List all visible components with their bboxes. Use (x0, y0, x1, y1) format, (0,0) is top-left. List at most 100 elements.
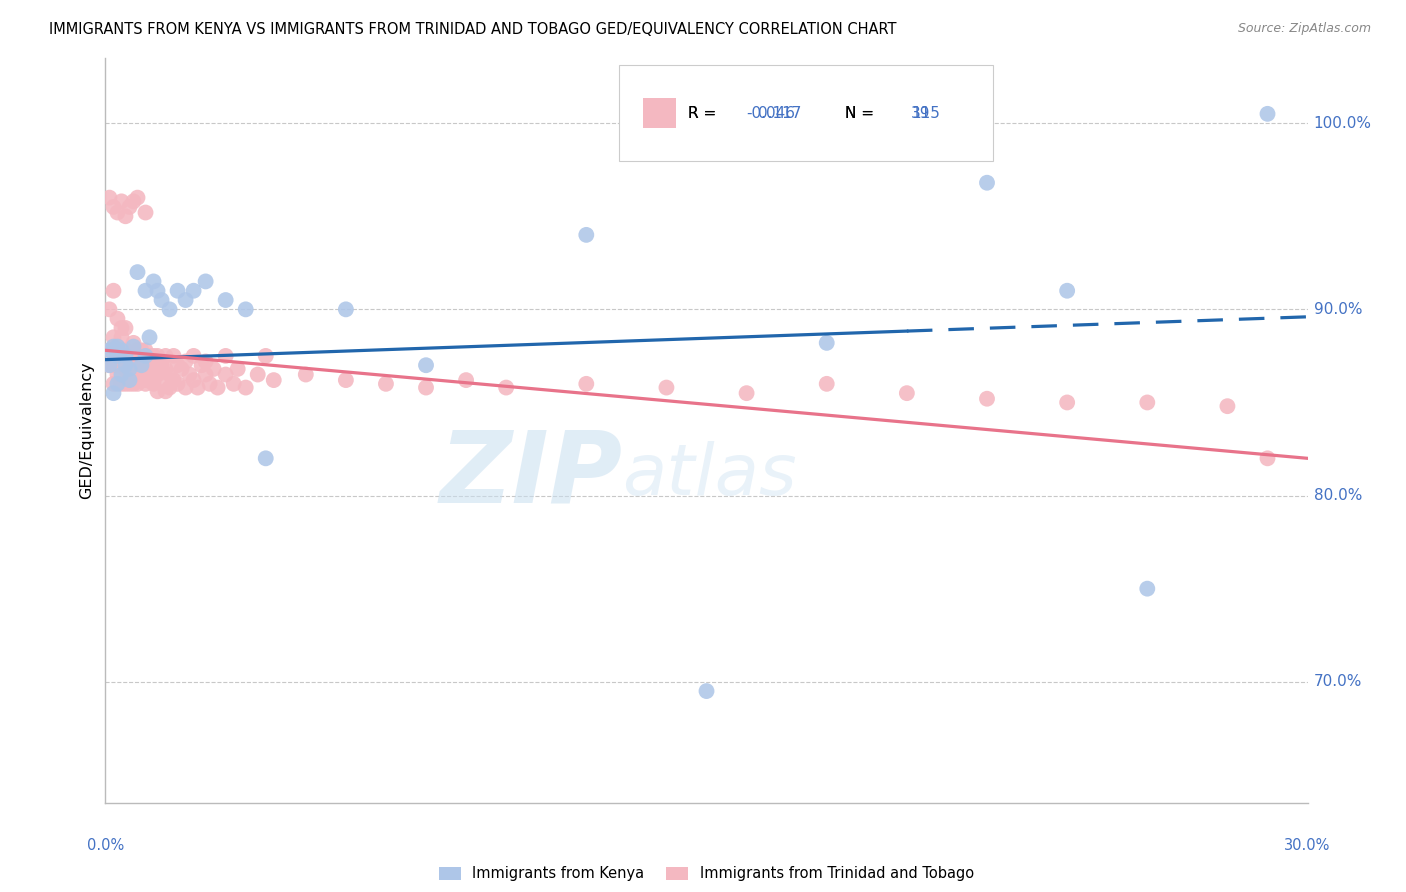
Point (135, 343, 157, 358)
Point (415, 380, 437, 394)
Point (815, 376, 838, 391)
Point (122, 194, 145, 209)
Point (146, 358, 169, 372)
Text: Source: ZipAtlas.com: Source: ZipAtlas.com (1237, 22, 1371, 36)
FancyBboxPatch shape (643, 98, 676, 128)
Point (127, 265, 149, 279)
Point (142, 349, 165, 363)
Point (735, 386, 758, 401)
Point (103, 340, 125, 354)
Point (263, 373, 285, 387)
Point (235, 380, 257, 394)
Point (575, 376, 598, 391)
Point (138, 351, 160, 365)
Point (122, 349, 145, 363)
Point (976, 176, 998, 190)
Point (114, 376, 136, 391)
Point (159, 302, 181, 317)
Point (1257, 107, 1279, 121)
Point (103, 330, 125, 344)
Point (135, 351, 157, 365)
Point (122, 358, 145, 372)
Point (110, 321, 132, 335)
Point (187, 380, 209, 394)
Point (190, 358, 212, 372)
Point (135, 373, 157, 387)
Text: 30.0%: 30.0% (1285, 838, 1330, 853)
Point (170, 362, 193, 376)
Point (159, 380, 181, 394)
Point (655, 380, 678, 394)
Point (207, 380, 229, 394)
FancyBboxPatch shape (619, 65, 993, 161)
Point (174, 354, 197, 368)
Point (174, 293, 197, 307)
Point (415, 358, 437, 372)
Point (118, 373, 141, 387)
Point (110, 376, 132, 391)
Point (118, 349, 141, 363)
Point (162, 349, 184, 363)
Point (131, 358, 153, 372)
Point (155, 384, 177, 399)
Point (103, 358, 125, 372)
Point (138, 358, 160, 372)
Point (98, 191, 121, 205)
Point (155, 349, 177, 363)
Point (495, 380, 517, 394)
Point (107, 358, 129, 372)
Point (98, 343, 121, 358)
Point (254, 349, 277, 363)
Text: 0.0%: 0.0% (87, 838, 124, 853)
Point (127, 354, 149, 368)
Point (1136, 582, 1159, 596)
Point (155, 362, 177, 376)
Point (103, 284, 125, 298)
Text: 39: 39 (911, 105, 931, 120)
Point (98, 358, 121, 372)
Point (131, 349, 153, 363)
Point (150, 373, 173, 387)
Point (103, 376, 125, 391)
Point (202, 362, 225, 376)
Text: R =: R = (689, 105, 717, 120)
Point (118, 200, 141, 214)
Point (166, 376, 188, 391)
Point (131, 343, 153, 358)
Point (127, 376, 149, 391)
Point (135, 358, 157, 372)
Text: 70.0%: 70.0% (1313, 674, 1362, 690)
Point (135, 205, 157, 219)
Point (454, 373, 477, 387)
Point (107, 368, 129, 382)
Point (110, 349, 132, 363)
Point (142, 362, 165, 376)
Point (896, 386, 918, 401)
Point (146, 284, 169, 298)
Point (114, 358, 136, 372)
Point (135, 362, 157, 376)
Point (246, 368, 269, 382)
Point (214, 349, 236, 363)
Point (174, 380, 197, 394)
Point (135, 376, 157, 391)
Point (335, 302, 357, 317)
Point (114, 349, 136, 363)
Point (127, 191, 149, 205)
Point (254, 451, 277, 466)
Point (183, 373, 205, 387)
Point (103, 200, 125, 214)
Point (138, 373, 160, 387)
Point (110, 358, 132, 372)
Point (575, 227, 598, 242)
Point (295, 368, 318, 382)
Point (374, 376, 398, 391)
Point (107, 205, 129, 219)
Point (114, 349, 136, 363)
Point (114, 343, 136, 358)
Point (214, 368, 236, 382)
Point (976, 392, 998, 406)
Point (142, 274, 165, 288)
Point (98, 358, 121, 372)
Point (150, 358, 173, 372)
